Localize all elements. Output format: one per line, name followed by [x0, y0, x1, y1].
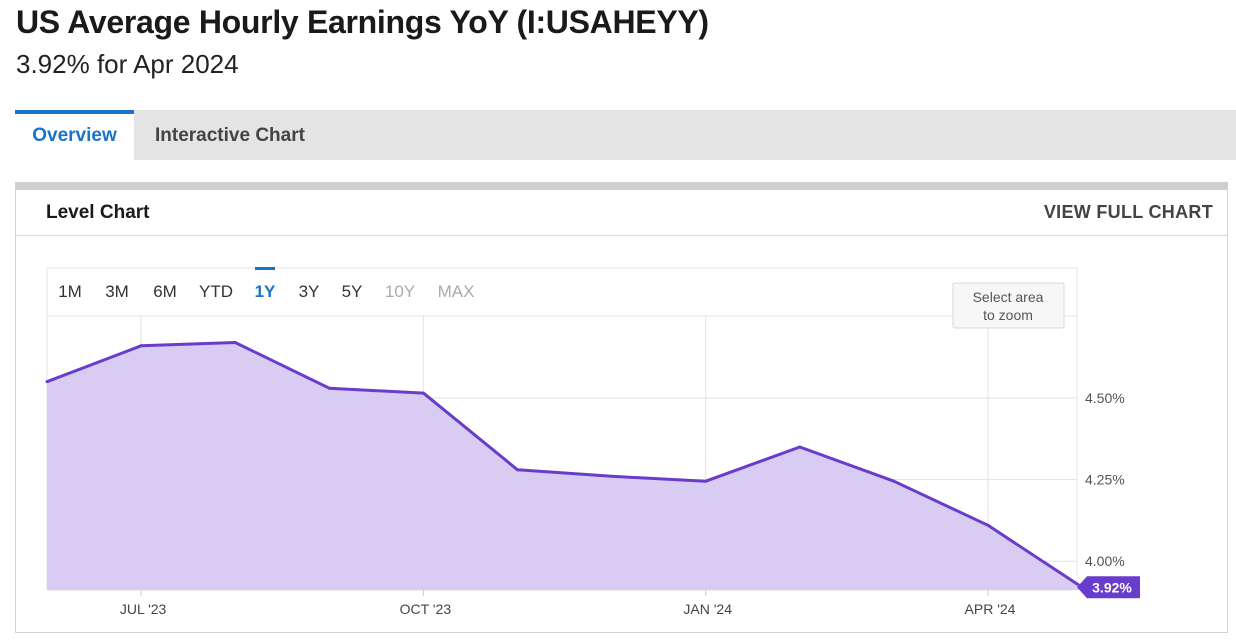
- data-point[interactable]: [704, 479, 708, 483]
- page-subtitle: 3.92% for Apr 2024: [16, 49, 239, 79]
- range-button-1y[interactable]: 1Y: [255, 282, 276, 301]
- data-point[interactable]: [516, 468, 519, 472]
- page-title: US Average Hourly Earnings YoY (I:USAHEY…: [16, 4, 709, 40]
- chart-axes: 4.50% 4.25% 4.00% JUL '23 OCT '23 JAN '24 APR …: [120, 390, 1125, 617]
- zoom-hint-box: [952, 282, 1065, 329]
- last-value-badge: [1077, 576, 1140, 599]
- view-full-chart-link[interactable]: VIEW FULL CHART: [1043, 202, 1213, 222]
- x-tick-label: APR '24: [965, 601, 1016, 617]
- range-button-3y[interactable]: 3Y: [299, 282, 320, 301]
- data-point[interactable]: [610, 474, 614, 478]
- data-point[interactable]: [45, 380, 49, 384]
- y-tick-label: 4.25%: [1085, 472, 1125, 488]
- range-selector: 1M 3M 6M YTD 1Y 3Y 5Y 10Y MAX: [47, 267, 1077, 317]
- chart-panel-header: Level Chart VIEW FULL CHART: [16, 190, 1227, 236]
- chart-series-area: [45, 341, 1084, 590]
- range-button-1m[interactable]: 1M: [58, 282, 82, 301]
- range-button-5y[interactable]: 5Y: [342, 282, 363, 301]
- last-value-label: 3.92%: [1092, 579, 1132, 595]
- tab-overview[interactable]: Overview: [15, 110, 134, 160]
- data-point[interactable]: [421, 391, 425, 395]
- range-button-3m[interactable]: 3M: [105, 282, 129, 301]
- zoom-hint-text: to zoom: [983, 307, 1033, 323]
- data-point[interactable]: [892, 479, 896, 483]
- data-point[interactable]: [233, 341, 237, 345]
- data-point[interactable]: [798, 445, 802, 449]
- tab-bar: Overview Interactive Chart: [15, 110, 1236, 160]
- last-value-label-group: 3.92%: [1077, 576, 1140, 599]
- x-tick-label: JUL '23: [120, 601, 167, 617]
- x-tick-label: OCT '23: [400, 601, 452, 617]
- data-point[interactable]: [986, 523, 990, 527]
- zoom-hint-text: Select area: [973, 289, 1044, 305]
- tab-interactive-chart[interactable]: Interactive Chart: [155, 125, 305, 146]
- series-line: [46, 341, 1083, 589]
- series-area-fill: [47, 342, 1083, 590]
- x-tick-label: JAN '24: [683, 601, 732, 617]
- data-point[interactable]: [327, 386, 331, 390]
- y-tick-label: 4.00%: [1085, 553, 1125, 569]
- y-tick-label: 4.50%: [1085, 390, 1125, 406]
- data-point[interactable]: [139, 344, 143, 348]
- range-selector-bg: [48, 269, 1076, 315]
- range-button-10y: 10Y: [385, 282, 415, 301]
- zoom-hint: Select area to zoom: [952, 282, 1065, 329]
- range-button-ytd[interactable]: YTD: [199, 282, 233, 301]
- range-button-max: MAX: [438, 282, 475, 301]
- range-selected-indicator: [255, 267, 275, 270]
- chart-panel-title: Level Chart: [46, 202, 150, 223]
- range-button-6m[interactable]: 6M: [153, 282, 177, 301]
